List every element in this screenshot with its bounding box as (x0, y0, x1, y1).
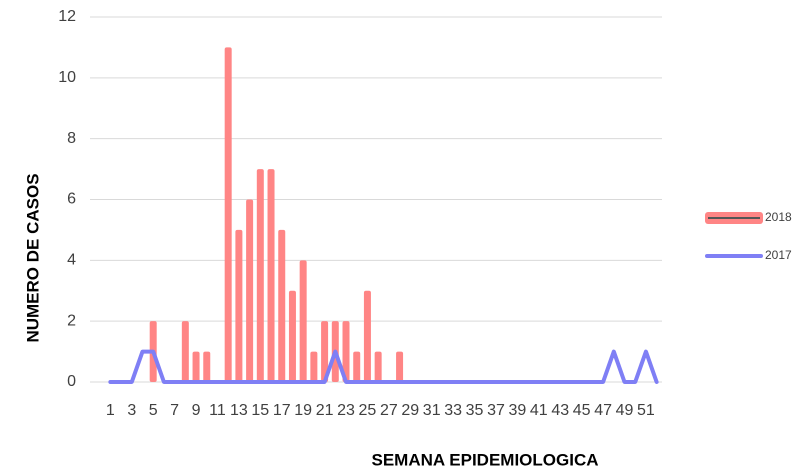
x-tick-label: 17 (273, 402, 291, 419)
bar (321, 321, 329, 382)
x-tick-label: 11 (209, 402, 226, 419)
x-tick-label: 35 (466, 402, 484, 419)
bar (224, 47, 232, 383)
x-tick-label: 31 (423, 402, 441, 419)
x-tick-label: 15 (251, 402, 269, 419)
bar (299, 260, 307, 382)
x-tick-label: 23 (337, 402, 355, 419)
y-tick-label: 8 (67, 130, 76, 147)
bar (181, 321, 189, 382)
bar (192, 351, 200, 382)
bar (267, 169, 275, 382)
x-tick-label: 5 (149, 402, 158, 419)
x-tick-label: 27 (380, 402, 398, 419)
x-tick-label: 7 (170, 402, 179, 419)
x-axis-title: SEMANA EPIDEMIOLOGICA (372, 450, 599, 469)
line (108, 349, 659, 384)
x-tick-label: 41 (530, 402, 548, 419)
x-tick-label: 37 (487, 402, 505, 419)
bar (246, 199, 254, 382)
y-tick-label: 12 (58, 8, 76, 25)
bar (203, 351, 211, 382)
x-tick-label: 3 (127, 402, 136, 419)
y-tick-label: 6 (67, 191, 76, 208)
x-tick-label: 13 (230, 402, 248, 419)
x-tick-label: 25 (359, 402, 377, 419)
x-tick-label: 39 (508, 402, 526, 419)
bar (363, 290, 371, 382)
y-tick-label: 0 (67, 373, 76, 390)
bar (278, 229, 286, 382)
x-tick-label: 49 (616, 402, 634, 419)
y-tick-label: 10 (58, 69, 76, 86)
x-tick-label: 1 (106, 402, 115, 419)
x-tick-label: 29 (401, 402, 419, 419)
y-axis-title: NUMERO DE CASOS (23, 173, 42, 342)
x-tick-label: 47 (594, 402, 612, 419)
x-tick-label: 43 (551, 402, 569, 419)
bar (256, 169, 264, 382)
bar (342, 321, 350, 382)
bar (288, 290, 296, 382)
x-tick-label: 21 (316, 402, 334, 419)
x-tick-label: 51 (637, 402, 655, 419)
bar (374, 351, 382, 382)
legend-label: 2017 (765, 248, 792, 262)
y-tick-label: 4 (67, 252, 76, 269)
y-tick-label: 2 (67, 312, 76, 329)
x-tick-label: 9 (192, 402, 201, 419)
bar (235, 229, 243, 382)
x-tick-label: 33 (444, 402, 462, 419)
x-tick-label: 45 (573, 402, 591, 419)
bar (353, 351, 361, 382)
bar (396, 351, 404, 382)
bar (310, 351, 318, 382)
x-tick-label: 19 (294, 402, 312, 419)
legend-label: 2018 (765, 210, 792, 224)
